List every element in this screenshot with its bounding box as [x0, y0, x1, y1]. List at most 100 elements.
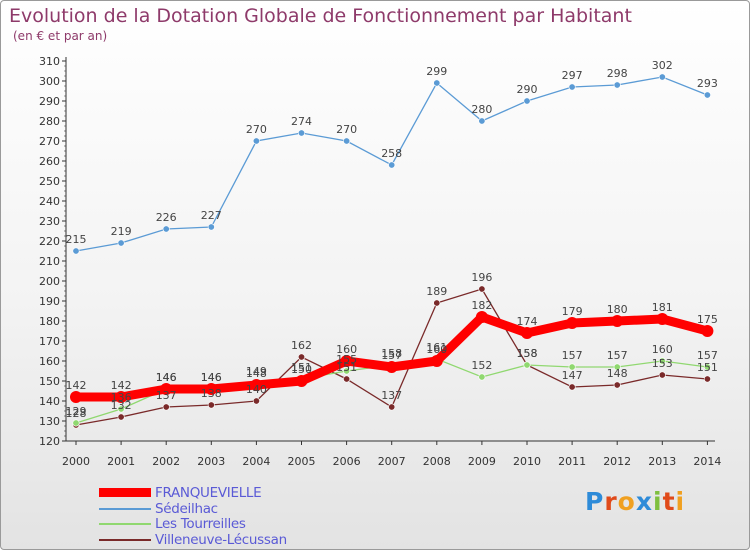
data-point [703, 91, 711, 99]
data-label: 161 [426, 341, 447, 354]
data-label: 160 [336, 343, 357, 356]
data-point [117, 239, 125, 247]
data-point [72, 419, 80, 427]
y-tick-label: 130 [39, 415, 60, 428]
chart-subtitle: (en € et par an) [13, 29, 108, 43]
x-tick-label: 2014 [693, 455, 721, 468]
legend-label: Sédeilhac [155, 500, 218, 517]
legend-swatch [99, 488, 151, 497]
data-label: 157 [697, 349, 718, 362]
data-point [343, 375, 351, 383]
data-label: 146 [156, 371, 177, 384]
data-point [343, 137, 351, 145]
data-label: 136 [111, 391, 132, 404]
data-label: 175 [697, 313, 718, 326]
x-tick-label: 2000 [62, 455, 90, 468]
data-point [117, 413, 125, 421]
data-point [568, 363, 576, 371]
logo-letter: r [604, 487, 618, 516]
data-point [613, 381, 621, 389]
legend-label: FRANQUEVIELLE [155, 485, 262, 501]
y-tick-label: 170 [39, 335, 60, 348]
x-tick-label: 2005 [288, 455, 316, 468]
data-point [523, 361, 531, 369]
data-point [658, 73, 666, 81]
data-point [611, 315, 624, 327]
data-point [523, 97, 531, 105]
logo-letter: P [585, 487, 605, 516]
data-label: 302 [652, 59, 673, 72]
data-label: 160 [426, 343, 447, 356]
data-point [478, 285, 486, 293]
data-label: 157 [607, 349, 628, 362]
y-tick-label: 210 [39, 255, 60, 268]
x-tick-label: 2012 [603, 455, 631, 468]
data-label: 146 [156, 371, 177, 384]
data-point [433, 79, 441, 87]
data-point [566, 317, 579, 329]
x-tick-label: 2011 [558, 455, 586, 468]
x-tick-label: 2002 [152, 455, 180, 468]
y-tick-label: 310 [39, 55, 60, 68]
data-label: 157 [381, 349, 402, 362]
data-label: 140 [246, 383, 267, 396]
y-tick-label: 280 [39, 115, 60, 128]
logo-letter: t [662, 487, 676, 516]
data-label: 280 [471, 103, 492, 116]
y-tick-label: 250 [39, 175, 60, 188]
data-label: 189 [426, 285, 447, 298]
logo-letter: i [653, 487, 663, 516]
axes: 120 130 140 150 160 170 180 190 200 210 220 230 240 2… [39, 55, 721, 468]
data-point [568, 83, 576, 91]
y-tick-label: 160 [39, 355, 60, 368]
data-label: 226 [156, 211, 177, 224]
data-point [478, 373, 486, 381]
data-point [433, 299, 441, 307]
data-point [658, 357, 666, 365]
data-label: 138 [201, 387, 222, 400]
logo-letter: x [635, 487, 653, 516]
x-tick-label: 2003 [197, 455, 225, 468]
y-tick-label: 120 [39, 435, 60, 448]
data-label: 132 [111, 399, 132, 412]
data-point [295, 375, 308, 387]
data-point [658, 371, 666, 379]
data-point [117, 405, 125, 413]
data-label: 151 [697, 361, 718, 374]
data-label: 179 [562, 305, 583, 318]
data-label: 215 [66, 233, 87, 246]
line-chart: 120 130 140 150 160 170 180 190 200 210 220 230 240 2… [39, 55, 721, 468]
data-label: 142 [111, 379, 132, 392]
x-tick-label: 2013 [648, 455, 676, 468]
y-tick-label: 230 [39, 215, 60, 228]
data-point [388, 403, 396, 411]
x-tick-label: 2001 [107, 455, 135, 468]
chart-title: Evolution de la Dotation Globale de Fonc… [9, 5, 632, 27]
data-label: 151 [291, 361, 312, 374]
data-point [613, 363, 621, 371]
data-label: 148 [607, 367, 628, 380]
data-point [385, 361, 398, 373]
data-label: 142 [66, 379, 87, 392]
data-point [430, 355, 443, 367]
data-label: 137 [156, 389, 177, 402]
data-point [205, 383, 218, 395]
data-point [703, 375, 711, 383]
y-tick-label: 140 [39, 395, 60, 408]
data-point [343, 367, 351, 375]
data-label: 158 [517, 347, 538, 360]
x-tick-label: 2009 [468, 455, 496, 468]
data-label: 227 [201, 209, 222, 222]
data-label: 146 [201, 371, 222, 384]
data-label: 150 [291, 363, 312, 376]
data-point [162, 403, 170, 411]
x-tick-label: 2004 [242, 455, 270, 468]
data-label: 153 [652, 357, 673, 370]
x-tick-label: 2007 [378, 455, 406, 468]
data-point [340, 355, 353, 367]
data-label: 148 [246, 367, 267, 380]
legend-label: Les Tourreilles [155, 516, 246, 532]
data-label: 299 [426, 65, 447, 78]
data-label: 258 [381, 147, 402, 160]
